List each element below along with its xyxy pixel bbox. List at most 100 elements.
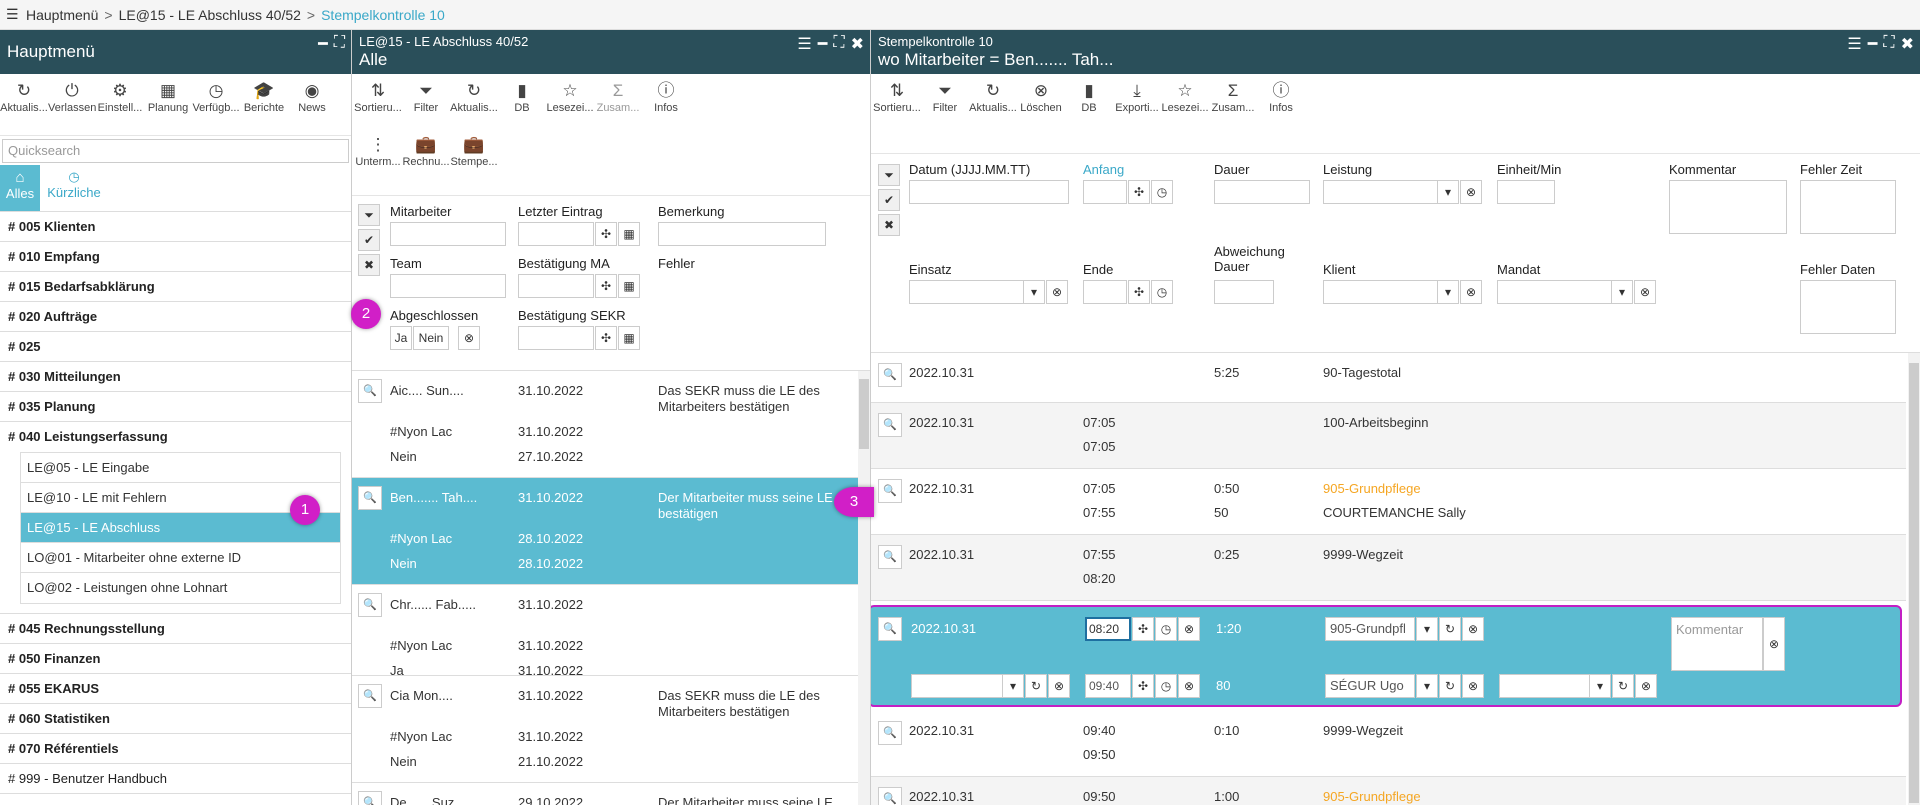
menu-group[interactable]: # 045 Rechnungsstellung <box>0 614 351 644</box>
search-icon[interactable]: 🔍 <box>358 486 382 510</box>
clock-icon[interactable]: ◷ <box>1155 674 1177 698</box>
sort-button[interactable]: ⇅ Sortieru... <box>873 81 921 114</box>
toggle-nein[interactable]: Nein <box>413 326 449 350</box>
breadcrumb-mid[interactable]: LE@15 - LE Abschluss 40/52 <box>118 6 301 23</box>
clock-icon[interactable]: ◷ <box>1155 617 1177 641</box>
list-item[interactable]: 🔍 Cia Mon.... #Nyon Lac Nein 31.10.2022 31.10… <box>352 676 859 783</box>
list-item-selected[interactable]: 🔍 Ben....... Tah.... #Nyon Lac Nein 31.10.20… <box>352 478 859 585</box>
list-view-icon[interactable]: ☰ <box>1847 36 1862 53</box>
menu-group[interactable]: # 999 - Benutzer Handbuch <box>0 764 351 794</box>
menu-group[interactable]: # 025 <box>0 332 351 362</box>
datum-input[interactable] <box>909 180 1069 204</box>
maximize-icon[interactable]: ⛶ <box>833 34 845 51</box>
list-item[interactable]: 🔍 Chr...... Fab..... #Nyon Lac Ja 31.10.2022… <box>352 585 859 678</box>
search-icon[interactable]: 🔍 <box>358 379 382 403</box>
menu-group[interactable]: # 040 Leistungserfassung <box>8 429 168 444</box>
apply-check-icon[interactable]: ✔ <box>358 229 380 251</box>
refresh-button[interactable]: ↻ Aktualis... <box>450 81 498 114</box>
list-item[interactable]: 🔍 De ..... Suz....... 29.10.2022 Der Mitarb… <box>352 783 859 805</box>
minimize-icon[interactable]: ━ <box>817 36 828 53</box>
leistung-select[interactable] <box>1323 180 1445 204</box>
chevron-down-icon[interactable]: ▾ <box>1611 280 1633 304</box>
refresh-icon[interactable]: ↻ <box>1439 617 1461 641</box>
clear-circle-icon[interactable]: ⊗ <box>1462 674 1484 698</box>
edit-row[interactable]: 🔍 2022.10.31 08:20 ✣ ◷ ⊗ 1:20 905-Grundpfl ▾ ↻ ⊗ Ko… <box>871 605 1902 707</box>
chevron-down-icon[interactable]: ▾ <box>1002 674 1024 698</box>
clear-circle-icon[interactable]: ⊗ <box>1635 674 1657 698</box>
table-row[interactable]: 🔍 2022.10.31 07:05 07:55 0:50 50 905-Grundpfle… <box>871 469 1906 535</box>
refresh-icon[interactable]: ↻ <box>1439 674 1461 698</box>
filter-button[interactable]: ⏷ Filter <box>402 80 450 126</box>
menu-group[interactable]: # 035 Planung <box>0 392 351 422</box>
clear-x-icon[interactable]: ✖ <box>878 214 900 236</box>
maximize-icon[interactable]: ⛶ <box>333 34 345 51</box>
stamp-button[interactable]: 💼 Stempe... <box>450 135 498 168</box>
search-icon[interactable]: 🔍 <box>358 593 382 617</box>
reports-button[interactable]: 🎓 Berichte <box>240 80 288 126</box>
db-button[interactable]: ▮ DB <box>498 80 546 126</box>
clear-circle-icon[interactable]: ⊗ <box>458 326 480 350</box>
minimize-icon[interactable]: ━ <box>1867 36 1878 53</box>
search-icon[interactable]: 🔍 <box>358 684 382 708</box>
menu-group[interactable]: # 030 Mitteilungen <box>0 362 351 392</box>
kommentar-textarea[interactable] <box>1669 180 1787 234</box>
toggle-ja[interactable]: Ja <box>390 326 412 350</box>
submenu-item[interactable]: LE@10 - LE mit Fehlern <box>21 483 340 513</box>
menu-group[interactable]: # 010 Empfang <box>0 242 351 272</box>
submenu-item[interactable]: LO@01 - Mitarbeiter ohne externe ID <box>21 543 340 573</box>
news-button[interactable]: ◉ News <box>288 80 336 126</box>
table-row[interactable]: 🔍 2022.10.31 5:25 90-Tagestotal <box>871 353 1906 403</box>
maximize-icon[interactable]: ⛶ <box>1883 34 1895 51</box>
table-row[interactable]: 🔍 2022.10.31 07:05 07:05 100-Arbeitsbeginn <box>871 403 1906 469</box>
search-icon[interactable]: 🔍 <box>878 413 902 437</box>
menu-group[interactable]: # 050 Finanzen <box>0 644 351 674</box>
kommentar-textarea[interactable]: Kommentar <box>1671 617 1763 671</box>
search-icon[interactable]: 🔍 <box>878 617 902 641</box>
bookmark-button[interactable]: ☆ Lesezei... <box>546 81 594 114</box>
search-icon[interactable]: 🔍 <box>878 787 902 805</box>
submenu-item[interactable]: LE@05 - LE Eingabe <box>21 453 340 483</box>
clear-circle-icon[interactable]: ⊗ <box>1634 280 1656 304</box>
mitarbeiter-input[interactable] <box>390 222 506 246</box>
move-icon[interactable]: ✣ <box>1128 280 1150 304</box>
filter-button[interactable]: ⏷ Filter <box>921 80 969 126</box>
info-button[interactable]: ⓘ Infos <box>642 80 690 126</box>
search-icon[interactable]: 🔍 <box>878 545 902 569</box>
chevron-down-icon[interactable]: ▾ <box>1437 180 1459 204</box>
ende-input[interactable] <box>1083 280 1127 304</box>
table-row[interactable]: 🔍2022.10.3109:5010:501:0060905-Grundpfle… <box>871 777 1906 805</box>
table-row[interactable]: 🔍 2022.10.31 09:40 09:50 0:10 9999-Wegzeit <box>871 711 1906 777</box>
search-icon[interactable]: 🔍 <box>878 363 902 387</box>
anfang-input[interactable] <box>1083 180 1127 204</box>
move-icon[interactable]: ✣ <box>595 326 617 350</box>
chevron-down-icon[interactable]: ▾ <box>1023 280 1045 304</box>
einsatz-select[interactable] <box>911 674 1007 698</box>
menu-group[interactable]: # 015 Bedarfsabklärung <box>0 272 351 302</box>
list-item[interactable]: 🔍 Aic.... Sun.... #Nyon Lac Nein 31.10.2022 3… <box>352 371 859 478</box>
close-icon[interactable]: ✖ <box>850 36 864 53</box>
quicksearch-input[interactable]: Quicksearch <box>2 139 349 163</box>
chevron-down-icon[interactable]: ▾ <box>1589 674 1611 698</box>
sort-button[interactable]: ⇅ Sortieru... <box>354 81 402 114</box>
filter-icon[interactable]: ⏷ <box>358 204 380 226</box>
clear-circle-icon[interactable]: ⊗ <box>1763 617 1785 671</box>
team-input[interactable] <box>390 274 506 298</box>
refresh-icon[interactable]: ↻ <box>1612 674 1634 698</box>
settings-button[interactable]: ⚙ Einstell... <box>97 81 143 114</box>
filter-icon[interactable]: ⏷ <box>878 164 900 186</box>
chevron-down-icon[interactable]: ▾ <box>1437 280 1459 304</box>
submenu-item[interactable]: LO@02 - Leistungen ohne Lohnart <box>27 580 228 595</box>
search-icon[interactable]: 🔍 <box>358 791 382 805</box>
mandat-select[interactable] <box>1499 674 1595 698</box>
bemerkung-input[interactable] <box>658 222 826 246</box>
scrollbar[interactable] <box>1908 353 1920 805</box>
move-icon[interactable]: ✣ <box>1132 674 1154 698</box>
export-button[interactable]: ⤓ Exporti... <box>1113 80 1161 126</box>
calendar-icon[interactable]: ▦ <box>618 222 640 246</box>
bookmark-button[interactable]: ☆ Lesezei... <box>1161 81 1209 114</box>
clear-x-icon[interactable]: ✖ <box>358 254 380 276</box>
bestaetigung-sekr-input[interactable] <box>518 326 594 350</box>
clear-circle-icon[interactable]: ⊗ <box>1460 280 1482 304</box>
menu-group[interactable]: # 060 Statistiken <box>0 704 351 734</box>
bestaetigung-ma-input[interactable] <box>518 274 594 298</box>
